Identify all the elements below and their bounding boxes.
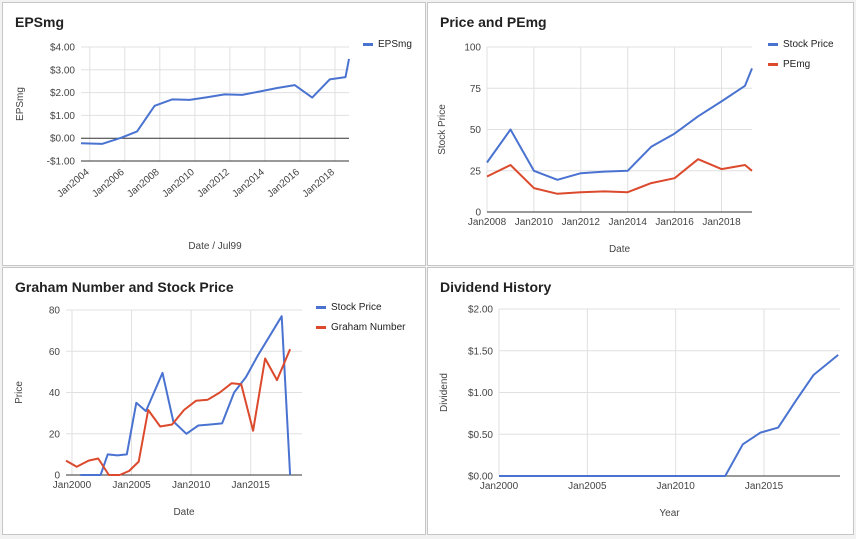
y-tick-label: 25: [470, 166, 482, 177]
legend-entry: Stock Price: [783, 39, 834, 50]
x-tick-label: Jan2012: [562, 217, 601, 228]
legend-swatch: [316, 306, 326, 309]
chart-title: Graham Number and Stock Price: [15, 279, 234, 295]
y-tick-label: $1.00: [50, 111, 75, 122]
y-tick-label: 20: [49, 429, 61, 440]
x-tick-label: Jan2000: [480, 481, 519, 492]
series-line-0: [499, 354, 839, 477]
y-tick-label: 40: [49, 388, 61, 399]
x-tick-label: Jan2014: [230, 167, 267, 200]
x-tick-label: Jan2005: [112, 480, 151, 491]
series-line-0: [80, 58, 350, 145]
y-tick-label: $2.00: [468, 305, 493, 316]
x-tick-label: Jan2018: [702, 217, 741, 228]
graham-chart: Graham Number and Stock Price Jan2000 Jan2…: [14, 279, 406, 518]
x-axis-label: Date: [609, 244, 631, 255]
x-tick-label: Jan2000: [53, 480, 92, 491]
price-pe-chart: Price and PEmg Jan2008 Jan2010 Jan2012 Jan20…: [437, 14, 834, 255]
x-tick-label: Jan2010: [656, 481, 695, 492]
x-tick-label: Jan2004: [55, 167, 92, 200]
y-tick-label: 0: [54, 471, 60, 482]
chart-title: Price and PEmg: [440, 14, 547, 30]
x-tick-label: Jan2008: [468, 217, 507, 228]
x-axis-label: Date / Jul99: [188, 241, 242, 252]
legend-swatch: [316, 326, 326, 329]
y-tick-label: 100: [464, 43, 481, 54]
chart-title: Dividend History: [440, 279, 551, 295]
y-tick-label: 0: [475, 208, 481, 219]
x-tick-label: Jan2008: [125, 167, 162, 200]
x-tick-label: Jan2010: [515, 217, 554, 228]
x-tick-label: Jan2016: [265, 167, 302, 200]
y-tick-label: $0.00: [468, 472, 493, 483]
series-line-1: [486, 158, 753, 195]
y-tick-label: $2.00: [50, 88, 75, 99]
y-tick-label: $0.00: [50, 134, 75, 145]
x-axis-label: Year: [659, 508, 680, 519]
y-tick-label: 50: [470, 125, 482, 136]
series-line-0: [486, 68, 753, 181]
x-tick-label: Jan2014: [609, 217, 648, 228]
dividend-chart-panel: Dividend History Jan2000 Jan2005 Jan2010 Jan…: [427, 267, 854, 535]
y-tick-label: 75: [470, 84, 482, 95]
x-tick-label: Jan2016: [655, 217, 694, 228]
dividend-chart: Dividend History Jan2000 Jan2005 Jan2010 Jan…: [439, 279, 840, 519]
legend-swatch: [768, 43, 778, 46]
legend-swatch: [768, 63, 778, 66]
y-tick-label: $1.00: [468, 388, 493, 399]
x-tick-label: Jan2006: [90, 167, 127, 200]
legend-entry: Stock Price: [331, 302, 382, 313]
y-axis-label: Stock Price: [437, 104, 448, 155]
y-tick-label: $1.50: [468, 346, 493, 357]
legend-swatch: [363, 43, 373, 46]
chart-title: EPSmg: [15, 14, 64, 30]
x-axis-label: Date: [173, 507, 195, 518]
y-tick-label: $0.50: [468, 430, 493, 441]
y-axis-label: Price: [14, 381, 25, 404]
y-axis-label: Dividend: [439, 373, 450, 412]
legend-entry: Graham Number: [331, 322, 406, 333]
series-line-0: [80, 315, 292, 476]
legend-entry: PEmg: [783, 59, 810, 70]
graham-chart-panel: Graham Number and Stock Price Jan2000 Jan2…: [2, 267, 426, 535]
y-tick-label: $3.00: [50, 65, 75, 76]
eps-chart: EPSmg Jan2004Jan2006Jan2008Jan2010Jan2012…: [15, 14, 412, 252]
x-tick-label: Jan2010: [160, 167, 197, 200]
y-tick-label: $4.00: [50, 43, 75, 54]
x-tick-label: Jan2018: [300, 167, 337, 200]
y-tick-label: 60: [49, 347, 61, 358]
series-line-1: [65, 348, 292, 476]
y-tick-label: -$1.00: [47, 157, 76, 168]
x-tick-label: Jan2010: [172, 480, 211, 491]
y-axis-label: EPSmg: [15, 87, 26, 121]
x-tick-label: Jan2015: [745, 481, 784, 492]
price-pe-chart-panel: Price and PEmg Jan2008 Jan2010 Jan2012 Jan20…: [427, 2, 854, 266]
y-tick-label: 80: [49, 306, 61, 317]
legend-entry: EPSmg: [378, 39, 412, 50]
x-tick-label: Jan2012: [195, 167, 232, 200]
x-tick-label: Jan2005: [568, 481, 607, 492]
x-tick-label: Jan2015: [232, 480, 271, 491]
eps-chart-panel: EPSmg Jan2004 Jan2006 Jan2008 Jan2010 Jan2012…: [2, 2, 426, 266]
